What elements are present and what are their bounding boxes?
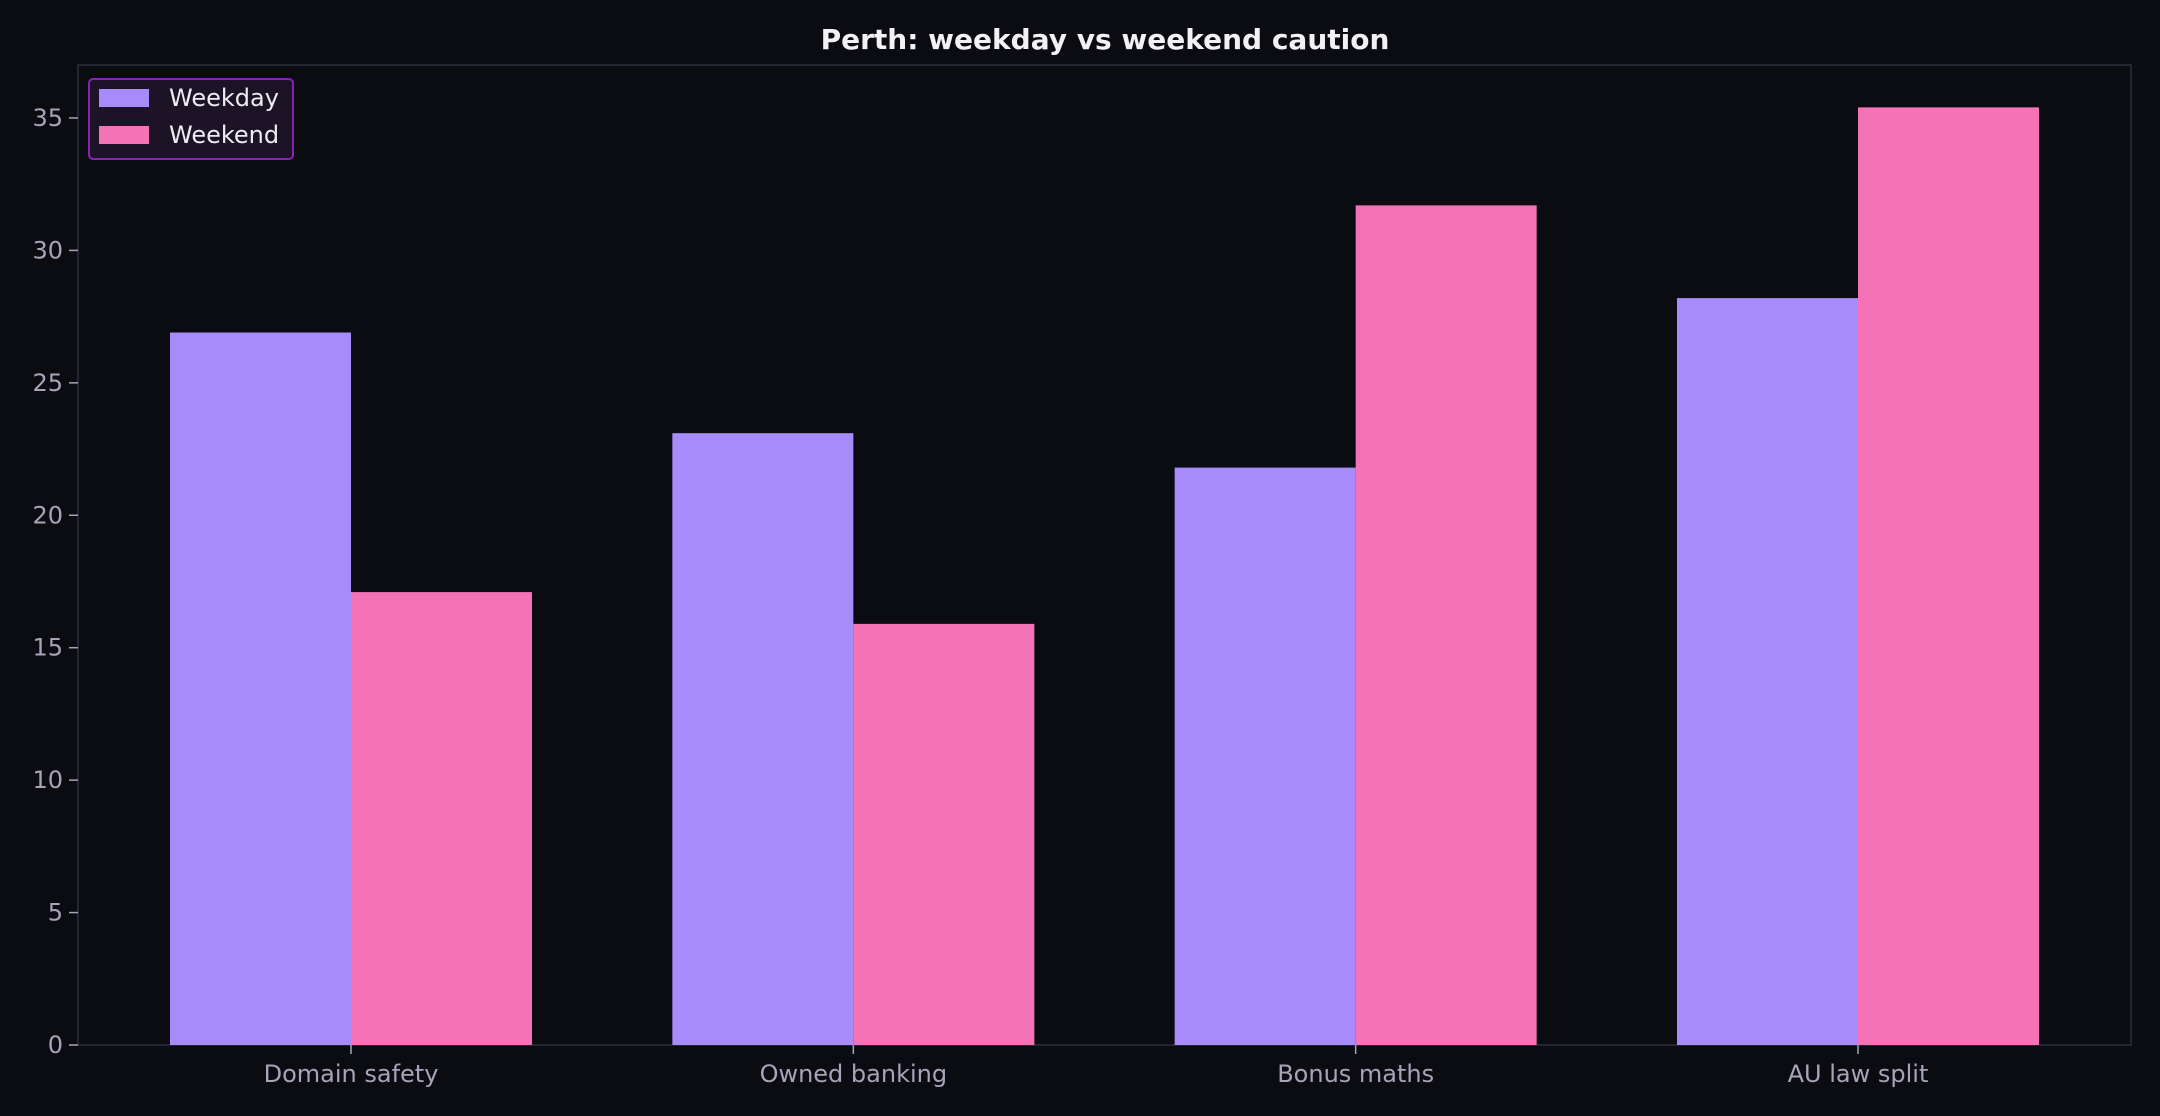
- bar-weekday-0: [170, 332, 351, 1045]
- x-tick-label: AU law split: [1788, 1060, 1929, 1088]
- y-tick-label: 5: [48, 899, 63, 927]
- axes-frame: [77, 64, 2132, 1046]
- chart-title: Perth: weekday vs weekend caution: [821, 23, 1390, 56]
- y-tick-label: 30: [32, 236, 63, 264]
- bar-weekend-2: [1355, 205, 1537, 1046]
- bar-weekday-3: [1677, 298, 1858, 1046]
- legend-label-weekday: Weekday: [169, 84, 279, 112]
- x-tick-label: Domain safety: [264, 1060, 439, 1088]
- bar-weekend-1: [853, 623, 1035, 1045]
- y-tick-label: 0: [48, 1031, 63, 1059]
- legend: Weekday Weekend: [88, 78, 294, 160]
- bar-weekend-3: [1858, 107, 2039, 1046]
- y-tick-label: 35: [32, 104, 63, 132]
- bar-weekday-2: [1174, 467, 1356, 1045]
- y-tick-label: 25: [32, 369, 63, 397]
- legend-swatch-weekend: [99, 126, 149, 144]
- bars-group: [170, 107, 2039, 1046]
- x-tick-label: Bonus maths: [1277, 1060, 1434, 1088]
- x-tick-label: Owned banking: [760, 1060, 948, 1088]
- y-tick-label: 10: [32, 766, 63, 794]
- x-axis: Domain safety Owned banking Bonus maths AU …: [264, 1045, 1929, 1088]
- legend-swatch-weekday: [99, 89, 149, 107]
- legend-label-weekend: Weekend: [169, 121, 279, 149]
- y-tick-label: 15: [32, 634, 63, 662]
- bar-weekend-0: [351, 592, 532, 1045]
- y-tick-label: 20: [32, 501, 63, 529]
- bar-weekday-1: [672, 433, 854, 1045]
- y-axis: 0 5 10 15 20 25 30 35: [32, 104, 78, 1059]
